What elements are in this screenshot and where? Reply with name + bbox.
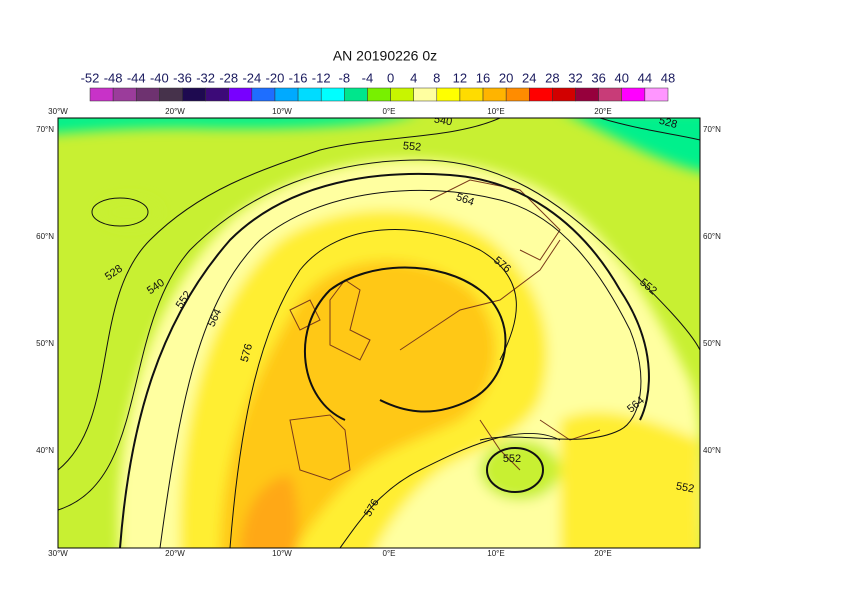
colorbar-tick-label: -4 xyxy=(362,70,374,85)
field-shading xyxy=(58,118,700,548)
lat-label: 60°N xyxy=(36,232,54,241)
coastlines xyxy=(289,179,601,481)
colorbar-box xyxy=(621,87,646,102)
lon-label: 0°E xyxy=(383,549,396,558)
colorbar-tick-label: -48 xyxy=(104,70,123,85)
colorbar-box xyxy=(367,87,391,102)
lon-label: 20°W xyxy=(165,107,185,116)
lon-label: 10°W xyxy=(272,549,292,558)
colorbar-box xyxy=(297,87,322,102)
colorbar-tick-label: 8 xyxy=(433,70,440,85)
contour-label: 552 xyxy=(503,453,521,465)
title: AN 20190226 0z xyxy=(333,48,437,64)
contour-label: 540 xyxy=(433,113,453,128)
lon-label: 10°W xyxy=(272,107,292,116)
colorbar-tick-label: -36 xyxy=(173,70,192,85)
lon-label: 20°W xyxy=(165,549,185,558)
colorbar-box xyxy=(112,87,137,102)
colorbar-box xyxy=(505,87,530,102)
lat-label: 50°N xyxy=(703,339,721,348)
colorbar-tick-label: -20 xyxy=(266,70,285,85)
lon-label: 20°E xyxy=(594,549,611,558)
colorbar-box xyxy=(89,87,114,102)
colorbar-tick-label: 0 xyxy=(387,70,394,85)
lat-label: 40°N xyxy=(703,446,721,455)
lat-label: 40°N xyxy=(36,446,54,455)
colorbar-box xyxy=(459,87,484,102)
lon-label: 20°E xyxy=(594,107,611,116)
colorbar-tick-label: 24 xyxy=(522,70,536,85)
colorbar-tick-label: 4 xyxy=(410,70,417,85)
colorbar-tick-label: 44 xyxy=(638,70,652,85)
lat-label: 70°N xyxy=(703,125,721,134)
graticule-labels: 30°W 30°W 20°W 20°W 10°W 10°W 0°E 0°E 10°E 10°E 20… xyxy=(36,107,721,558)
lon-label: 10°E xyxy=(487,107,504,116)
colorbar-tick-label: -32 xyxy=(196,70,215,85)
colorbar-tick-label: 28 xyxy=(545,70,559,85)
contour-label: 564 xyxy=(454,191,475,209)
colorbar-tick-label: 40 xyxy=(615,70,629,85)
bold-contours xyxy=(119,172,650,548)
colorbar-box xyxy=(274,87,299,102)
colorbar-box xyxy=(205,87,229,102)
colorbar-tick-label: 36 xyxy=(591,70,605,85)
colorbar-tick-label: -40 xyxy=(150,70,169,85)
colorbar-box xyxy=(344,87,368,102)
colorbar-tick-label: -44 xyxy=(127,70,146,85)
colorbar-box xyxy=(159,87,183,102)
colorbar-box xyxy=(436,87,461,102)
colorbar-tick-label: 20 xyxy=(499,70,513,85)
colorbar-box xyxy=(575,87,599,102)
colorbar-box xyxy=(552,87,576,102)
colorbar-tick-label: -24 xyxy=(242,70,261,85)
colorbar-tick-label: 48 xyxy=(661,70,675,85)
map-frame xyxy=(57,117,701,549)
colorbar-box xyxy=(135,87,160,102)
colorbar-tick-label: 16 xyxy=(476,70,490,85)
colorbar-box xyxy=(482,87,507,102)
colorbar-box xyxy=(413,87,438,102)
contour-label: 552 xyxy=(675,480,695,495)
colorbar-tick-label: -12 xyxy=(312,70,331,85)
colorbar-box xyxy=(182,87,206,102)
colorbar-box xyxy=(529,87,553,102)
colorbar-tick-label: -8 xyxy=(339,70,351,85)
colorbar-box xyxy=(598,87,623,102)
colorbar-box xyxy=(644,87,669,102)
map-area: 540 5285525645765525285405525645765645525… xyxy=(58,113,700,548)
colorbar-tick-label: 12 xyxy=(453,70,467,85)
lon-label: 30°W xyxy=(48,549,68,558)
lon-label: 0°E xyxy=(383,107,396,116)
colorbar: -52 -48 -44 -40 -36 -32 -28 -24 -20 -16 -12 -8 -4 0 4 8… xyxy=(81,70,675,102)
colorbar-tick-label: -52 xyxy=(81,70,100,85)
contour-label: 552 xyxy=(402,140,421,154)
colorbar-tick-label: -16 xyxy=(289,70,308,85)
colorbar-tick-label: -28 xyxy=(219,70,238,85)
colorbar-box xyxy=(320,87,345,102)
colorbar-box xyxy=(251,87,276,102)
colorbar-box xyxy=(228,87,253,102)
lat-label: 70°N xyxy=(36,125,54,134)
lat-label: 50°N xyxy=(36,339,54,348)
lon-label: 10°E xyxy=(487,549,504,558)
lon-label: 30°W xyxy=(48,107,68,116)
contour-labels: 540 5285525645765525285405525645765645525… xyxy=(103,113,695,519)
colorbar-box xyxy=(390,87,414,102)
lat-label: 60°N xyxy=(703,232,721,241)
contours xyxy=(58,118,700,548)
contour-label: 576 xyxy=(239,343,255,364)
colorbar-tick-label: 32 xyxy=(568,70,582,85)
